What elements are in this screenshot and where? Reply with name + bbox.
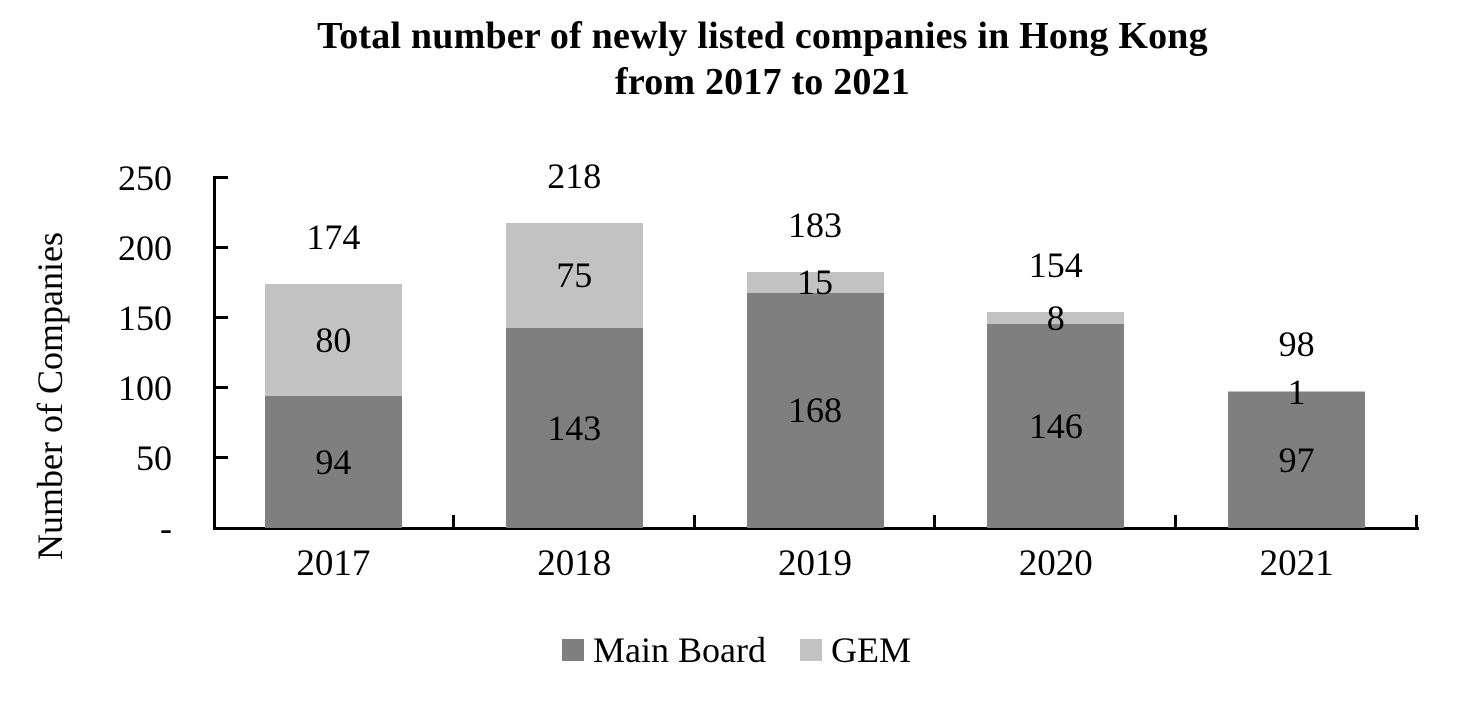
y-tick-mark [216, 246, 228, 249]
bar-segment-gem-2018 [505, 222, 643, 328]
x-tick-mark [1174, 515, 1178, 528]
bar-segment-main-board-2019 [746, 292, 884, 528]
y-tick-mark [216, 316, 228, 319]
x-tick-mark [933, 515, 937, 528]
x-category-label-2021: 2021 [1259, 543, 1334, 584]
total-label-2020: 154 [1028, 245, 1083, 286]
chart-title-line1: Total number of newly listed companies i… [317, 15, 1208, 57]
chart-title-line2: from 2017 to 2021 [614, 61, 911, 103]
segment-label-gem-2018: 75 [556, 255, 593, 296]
segment-label-main-board-2017: 94 [315, 442, 352, 483]
legend-label-gem: GEM [830, 630, 911, 670]
bar-segment-main-board-2018 [505, 327, 643, 528]
legend: Main Board GEM [0, 628, 1463, 672]
y-tick-label: 250 [118, 158, 172, 198]
bar-segment-main-board-2020 [987, 323, 1125, 528]
x-tick-mark [451, 515, 455, 528]
y-axis-line [213, 176, 216, 530]
segment-label-gem-2017: 80 [315, 320, 352, 361]
chart-title: Total number of newly listed companies i… [0, 13, 1463, 105]
gem-color-swatch [799, 639, 822, 661]
legend-item-main-board: Main Board [562, 628, 766, 672]
segment-label-main-board-2019: 168 [788, 390, 842, 431]
x-tick-mark [1415, 515, 1418, 528]
y-tick-label: 100 [118, 368, 172, 408]
x-axis-line [213, 527, 1419, 530]
total-label-2021: 98 [1278, 323, 1315, 364]
y-tick-label: 200 [118, 228, 172, 268]
segment-label-main-board-2020: 146 [1028, 405, 1083, 446]
segment-label-gem-2020: 8 [1046, 298, 1065, 338]
bar-segment-gem-2017 [264, 284, 402, 397]
bar-segment-gem-2020 [987, 312, 1125, 324]
bar-segment-main-board-2017 [264, 396, 402, 528]
y-tick-label: - [160, 508, 172, 548]
x-category-label-2018: 2018 [537, 543, 612, 584]
x-category-label-2017: 2017 [296, 543, 371, 584]
total-label-2017: 174 [306, 217, 361, 258]
segment-label-gem-2021: 1 [1287, 371, 1306, 412]
y-tick-mark [216, 456, 228, 459]
bar-segment-gem-2019 [746, 271, 884, 293]
y-tick-mark [216, 386, 228, 389]
segment-label-main-board-2021: 97 [1278, 440, 1315, 481]
x-category-label-2020: 2020 [1018, 543, 1093, 584]
y-tick-label: 50 [136, 438, 172, 478]
segment-label-main-board-2018: 143 [547, 407, 602, 448]
legend-item-gem: GEM [799, 628, 911, 672]
x-tick-mark [692, 515, 696, 528]
x-category-label-2019: 2019 [778, 543, 852, 584]
total-label-2019: 183 [788, 204, 842, 245]
segment-label-gem-2019: 15 [797, 262, 833, 303]
y-tick-label: 150 [118, 298, 172, 338]
main-board-color-swatch [562, 639, 585, 661]
y-tick-mark [216, 176, 228, 179]
bar-segment-gem-2021 [1228, 390, 1366, 393]
bar-segment-main-board-2021 [1228, 392, 1366, 528]
total-label-2018: 218 [547, 155, 602, 196]
legend-label-main-board: Main Board [593, 630, 766, 670]
